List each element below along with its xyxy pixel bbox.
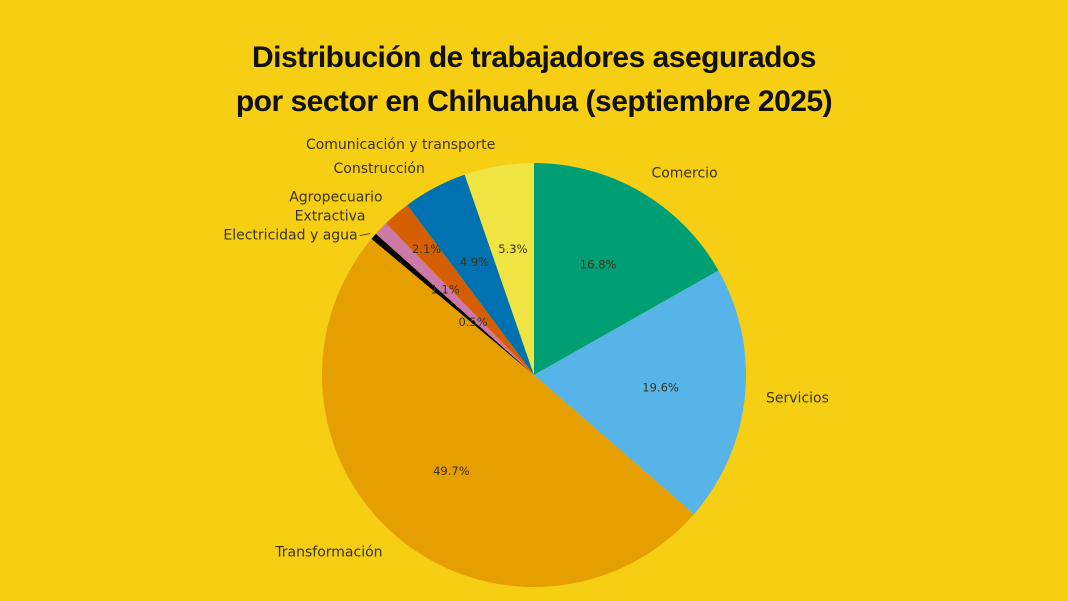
slice-label: Agropecuario <box>289 190 382 206</box>
slice-label: Electricidad y agua <box>223 228 357 244</box>
slice-label: Construcción <box>334 161 425 177</box>
pie-slice-1 <box>534 270 746 515</box>
pie-slice-4 <box>375 223 534 375</box>
pie-slice-3 <box>371 233 534 375</box>
slice-percent-label: 4.9% <box>460 255 489 269</box>
slice-percent-label: 19.6% <box>642 380 679 394</box>
title-line-2: por sector en Chihuahua (septiembre 2025… <box>235 85 833 118</box>
slice-percent-label: 49.7% <box>433 464 470 478</box>
slice-label: Transformación <box>274 544 382 560</box>
pie-slice-5 <box>385 205 534 375</box>
slice-label: Servicios <box>766 390 829 406</box>
chart-title: Distribución de trabajadores asegurados … <box>0 36 1068 124</box>
pie-slice-7 <box>464 163 534 375</box>
slice-percent-label: 2.1% <box>412 242 441 256</box>
slice-percent-label: 5.3% <box>498 242 527 256</box>
slice-label: Comercio <box>651 166 717 182</box>
pie-slice-2 <box>321 238 694 588</box>
slice-label: Comunicación y transporte <box>306 137 495 153</box>
pie-slice-6 <box>407 174 534 375</box>
title-line-1: Distribución de trabajadores asegurados <box>252 41 817 74</box>
slice-percent-label: 16.8% <box>580 258 617 272</box>
slice-percent-label: 0.5% <box>458 315 487 329</box>
pie-slice-0 <box>534 163 719 375</box>
slice-label: Extractiva <box>295 209 366 225</box>
slice-percent-label: 1.1% <box>431 282 460 296</box>
leader-line <box>359 233 371 237</box>
